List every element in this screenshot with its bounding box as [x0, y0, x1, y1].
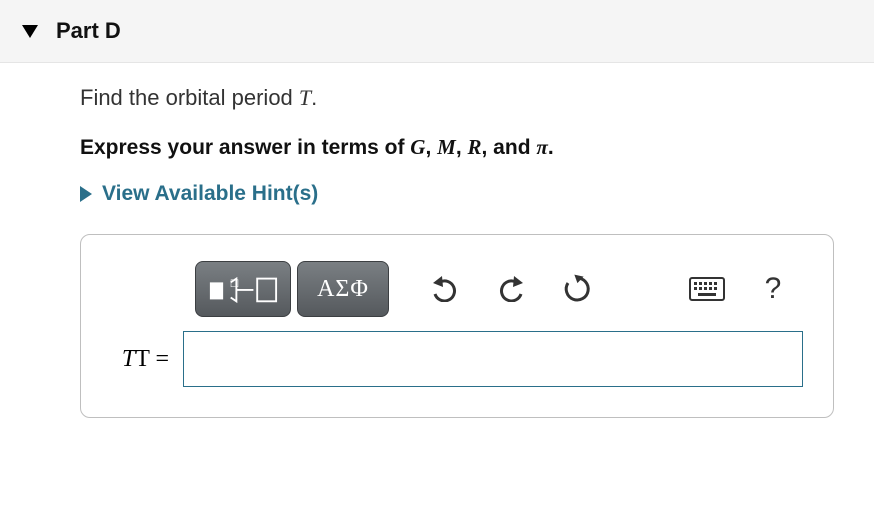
part-content: Find the orbital period T. Express your … [0, 63, 846, 444]
help-icon: ? [765, 272, 782, 306]
math-templates-button[interactable]: □ [195, 261, 291, 317]
instr-var-2: M [437, 135, 456, 159]
instr-prefix: Express your answer in terms of [80, 136, 410, 159]
redo-icon [496, 276, 526, 302]
hints-label: View Available Hint(s) [102, 182, 318, 206]
view-hints-toggle[interactable]: View Available Hint(s) [80, 182, 846, 206]
answer-instruction: Express your answer in terms of G, M, R,… [80, 135, 846, 160]
instr-var-1: G [410, 135, 425, 159]
instr-var-3: R [468, 135, 482, 159]
help-button[interactable]: ? [743, 261, 803, 317]
instr-var-4: π [536, 135, 547, 159]
part-title: Part D [56, 18, 121, 44]
equation-toolbar: □ ΑΣΦ [195, 261, 803, 317]
svg-text:□: □ [231, 276, 239, 290]
reset-icon [562, 274, 592, 304]
question-var: T [299, 85, 311, 110]
question-suffix: . [311, 85, 317, 110]
part-header[interactable]: Part D [0, 0, 874, 63]
answer-input[interactable] [183, 331, 803, 387]
caret-right-icon [80, 186, 92, 202]
greek-label: ΑΣΦ [317, 276, 369, 303]
keyboard-icon [689, 277, 725, 301]
undo-icon [430, 276, 460, 302]
keyboard-button[interactable] [677, 261, 737, 317]
redo-button[interactable] [481, 261, 541, 317]
collapse-caret-down-icon [22, 25, 38, 38]
templates-icon: □ [208, 272, 278, 306]
reset-button[interactable] [547, 261, 607, 317]
answer-box: □ ΑΣΦ [80, 234, 834, 418]
answer-lhs: TT = [111, 346, 169, 373]
answer-input-row: TT = [111, 331, 803, 387]
question-prefix: Find the orbital period [80, 85, 299, 110]
greek-letters-button[interactable]: ΑΣΦ [297, 261, 389, 317]
undo-button[interactable] [415, 261, 475, 317]
question-text: Find the orbital period T. [80, 85, 846, 111]
